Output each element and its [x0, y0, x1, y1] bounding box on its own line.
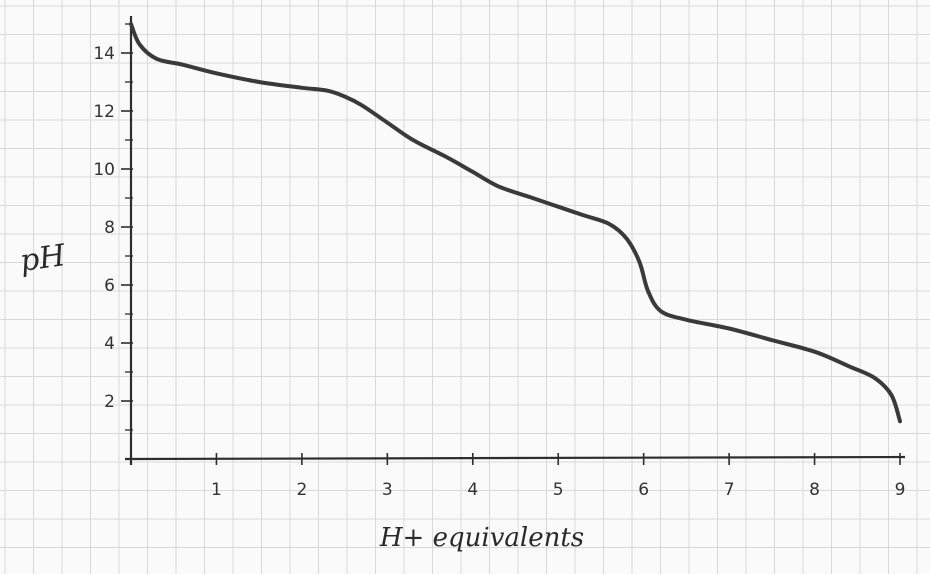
x-tick-label: 5	[553, 480, 564, 500]
x-tick-label: 3	[382, 480, 393, 500]
y-axis-label: pH	[18, 238, 69, 279]
x-tick-label: 9	[895, 480, 906, 500]
y-tick-label: 14	[93, 44, 115, 64]
y-tick-label: 4	[104, 334, 115, 354]
y-tick-label: 10	[93, 160, 115, 180]
y-tick-label: 12	[93, 102, 115, 122]
x-tick-label: 1	[211, 480, 222, 500]
y-tick-label: 6	[104, 276, 115, 296]
x-axis-line	[124, 455, 906, 461]
y-tick-label: 8	[104, 218, 115, 238]
x-tick-label: 7	[724, 480, 735, 500]
x-axis-label: H+ equivalents	[379, 523, 584, 553]
y-tick-label: 2	[104, 392, 115, 412]
axes	[124, 16, 906, 465]
x-tick-label: 6	[638, 480, 649, 500]
x-tick-label: 4	[467, 480, 478, 500]
x-tick-label: 8	[809, 480, 820, 500]
x-tick-label: 2	[296, 480, 307, 500]
series-group	[129, 22, 902, 424]
titration-curve-line	[129, 22, 902, 424]
